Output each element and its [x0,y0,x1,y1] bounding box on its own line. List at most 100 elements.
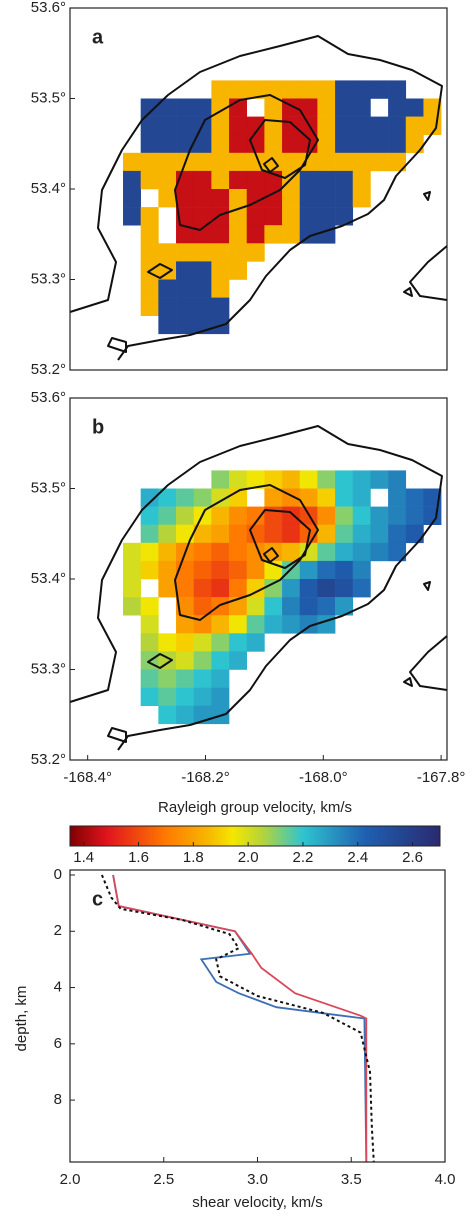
grid-cell [299,80,318,99]
x-axis-label: shear velocity, km/s [192,1194,323,1211]
grid-cell [229,152,248,172]
grid-cell [193,669,212,688]
grid-cell [176,615,195,634]
grid-cell [176,597,195,616]
grid-cell [335,488,354,507]
grid-cell [370,116,389,135]
grid-cell [246,524,265,544]
grid-cell [352,116,371,135]
grid-cell [335,579,354,598]
y-tick-label: 53.2° [31,751,66,768]
grid-cell [123,597,141,616]
plot-frame [69,869,446,1163]
grid-cell [176,705,195,725]
grid-cell [140,297,159,316]
grid-cell [264,488,283,507]
grid-cell [211,189,230,208]
grid-cell [211,470,230,489]
grid-cell [193,152,212,172]
grid-cell [211,633,230,652]
grid-cell [335,170,354,190]
grid-cell [229,560,248,580]
grid-cell [282,470,301,489]
grid-cell [317,597,336,616]
grid-cell [193,297,212,316]
grid-cell [246,116,265,135]
grid-cell [299,189,318,208]
grid-cell [352,189,371,208]
colorbar-title: Rayleigh group velocity, km/s [158,799,352,816]
grid-cell [317,207,336,226]
panel-label: a [92,26,104,48]
grid-cell [229,225,248,244]
grid-cell [264,597,283,616]
grid-cell [246,207,265,226]
grid-cell [246,579,265,598]
grid-cell [370,80,389,99]
grid-cell [176,134,195,154]
grid-cell [317,116,336,135]
grid-cell [140,597,159,616]
grid-cell [158,542,177,562]
grid-cell [193,279,212,298]
grid-cell [229,80,248,99]
grid-cell [335,597,354,616]
grid-cell [140,152,159,172]
grid-cell [246,134,265,154]
grid-cell [193,651,212,670]
grid-cell [140,542,159,562]
grid-cell [229,506,248,525]
grid-cell [211,597,230,616]
grid-cell [176,243,195,262]
grid-cell [405,488,424,507]
grid-cell [176,279,195,298]
grid-cell [299,597,318,616]
grid-cell [193,98,212,117]
grid-cell [317,579,336,598]
grid-cell [317,98,336,117]
grid-cell [352,542,371,562]
grid-cell [246,189,265,208]
grid-cell [158,633,177,652]
grid-cell [299,579,318,598]
grid-cell [282,80,301,99]
grid-cell [246,597,265,616]
grid-cell [370,524,389,544]
grid-cell [176,116,195,135]
y-tick-label: 53.6° [31,389,66,406]
grid-cell [335,189,354,208]
grid-cell [335,98,354,117]
grid-cell [158,506,177,525]
grid-cell [211,207,230,226]
colorbar [69,825,441,847]
grid-cell [211,297,230,316]
grid-cell [229,615,248,634]
grid-cell [370,152,389,172]
grid-cell [246,470,265,489]
grid-cell [282,116,301,135]
grid-cell [335,116,354,135]
grid-cell [140,116,159,135]
grid-cell [229,542,248,562]
grid-cell [388,506,407,525]
grid-cell [370,506,389,525]
colorbar-tick-label: 1.6 [128,849,149,866]
grid-cell [352,506,371,525]
grid-cell [352,152,371,172]
grid-cell [140,207,159,226]
colorbar-tick-label: 1.4 [73,849,94,866]
grid-cell [193,597,212,616]
grid-cell [423,488,442,507]
grid-cell [405,116,424,135]
colorbar-tick-label: 2.6 [402,849,423,866]
colorbar-tick-label: 2.2 [293,849,314,866]
grid-cell [140,669,159,688]
grid-cell [123,170,141,190]
grid-cell [299,207,318,226]
grid-cell [158,315,177,335]
grid-cell [140,633,159,652]
y-tick-label: 53.5° [31,89,66,106]
series-line [112,874,368,1162]
grid-cell [388,488,407,507]
grid-cell [229,207,248,226]
